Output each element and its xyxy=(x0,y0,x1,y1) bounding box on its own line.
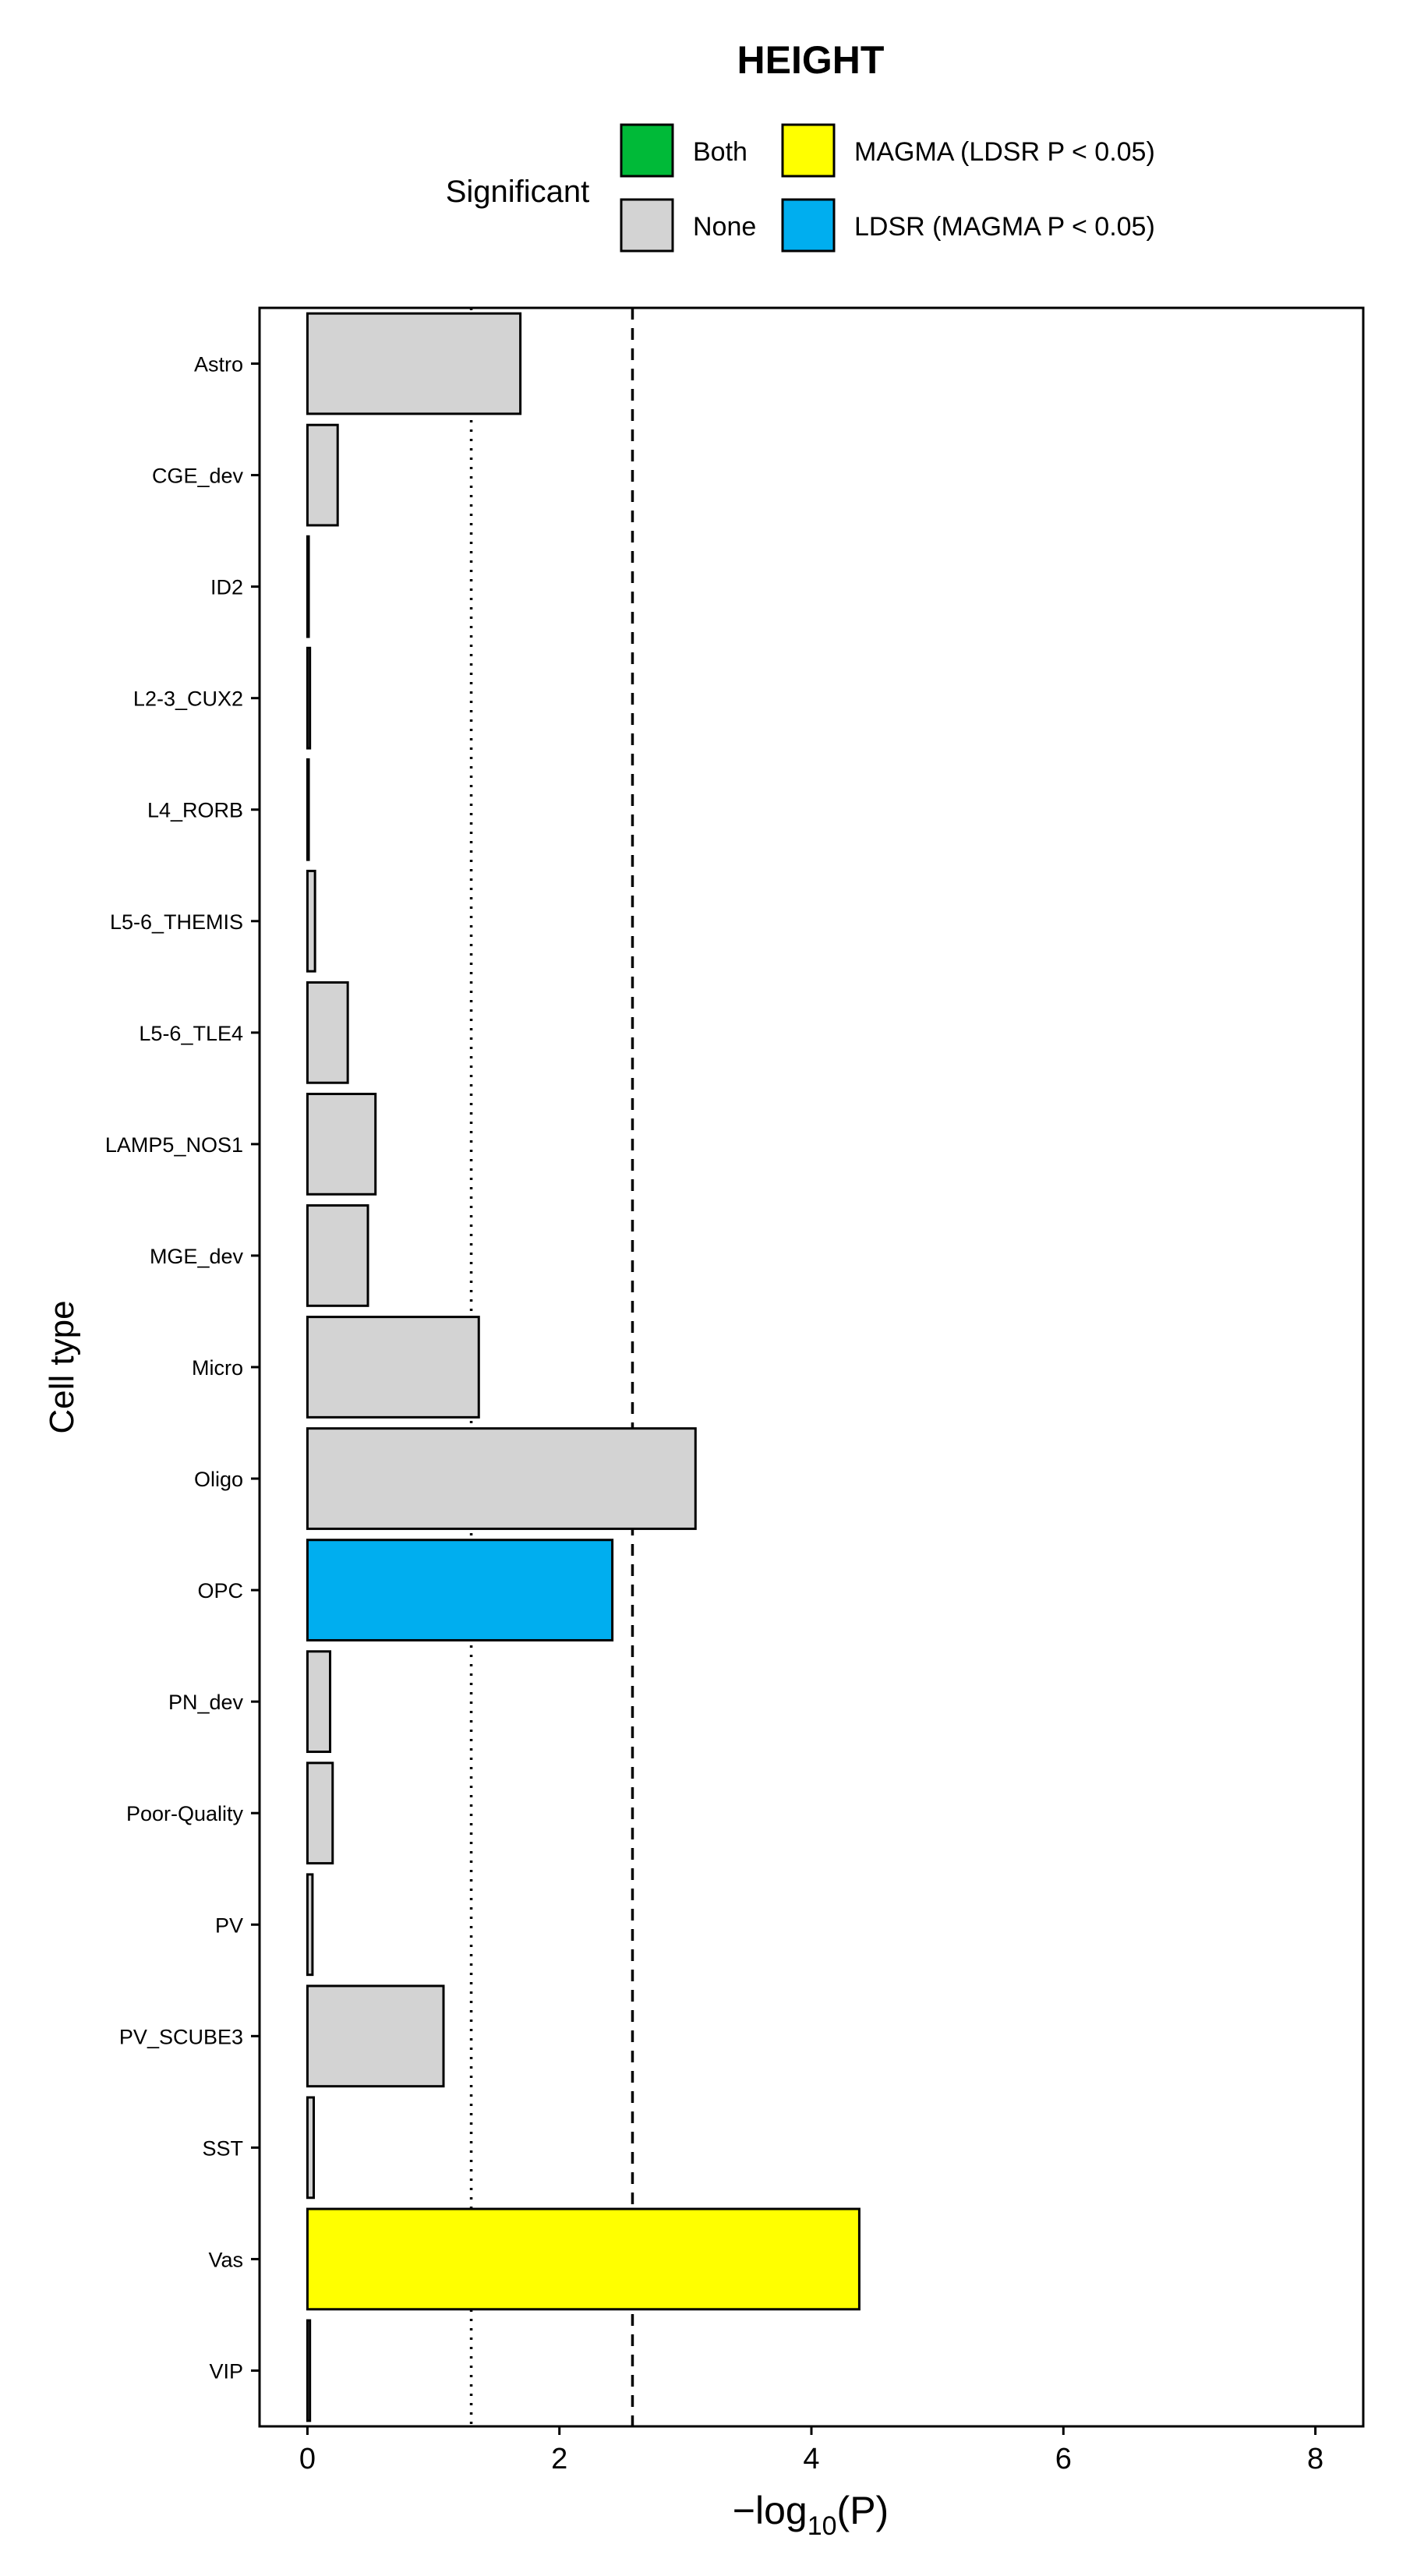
y-tick-label: ID2 xyxy=(210,576,243,599)
reference-lines xyxy=(469,308,634,2426)
bar-Vas xyxy=(306,2207,861,2311)
y-tick-label: CGE_dev xyxy=(152,465,244,488)
legend-label: Both xyxy=(693,137,747,167)
x-tick-label: 8 xyxy=(1307,2443,1323,2475)
y-tick-label: VIP xyxy=(209,2359,243,2383)
legend-swatch xyxy=(620,198,674,253)
bar-L2-3_CUX2 xyxy=(306,646,312,750)
y-axis-label: Cell type xyxy=(43,1300,81,1433)
y-tick-label: PV_SCUBE3 xyxy=(119,2025,243,2048)
x-axis-label-main: −log xyxy=(733,2489,808,2532)
legend-label: MAGMA (LDSR P < 0.05) xyxy=(854,137,1155,167)
x-tick-label: 0 xyxy=(299,2443,316,2475)
bar-L5-6_TLE4 xyxy=(306,981,349,1084)
bar-LAMP5_NOS1 xyxy=(306,1093,377,1196)
bar-OPC xyxy=(306,1539,614,1641)
y-tick-label: Astro xyxy=(194,353,243,376)
bar-SST xyxy=(306,2096,316,2200)
y-tick-label: PV xyxy=(215,1913,243,1937)
bar-PV xyxy=(306,1873,314,1977)
bar-PV_SCUBE3 xyxy=(306,1984,445,2088)
y-axis: Astro CGE_dev ID2 L2-3_CUX2 L4_RORB L5-6_THEM… xyxy=(105,353,260,2383)
legend-swatch xyxy=(620,123,674,178)
bar-ID2 xyxy=(306,535,310,638)
y-tick-label: SST xyxy=(202,2136,243,2160)
legend-title: Significant xyxy=(446,175,590,209)
bar-Oligo xyxy=(306,1427,697,1530)
x-axis-label: −log10(P) xyxy=(733,2489,889,2541)
y-tick-label: OPC xyxy=(197,1579,243,1602)
legend: Both None MAGMA (LDSR P < 0.05) LDSR (MAGMA… xyxy=(620,123,1155,253)
x-tick-label: 4 xyxy=(803,2443,819,2475)
legend-swatch xyxy=(781,123,836,178)
x-axis-label-tail: (P) xyxy=(837,2489,889,2532)
x-tick-label: 2 xyxy=(551,2443,567,2475)
x-tick-label: 6 xyxy=(1055,2443,1072,2475)
bar-PN_dev xyxy=(306,1650,332,1754)
bar-CGE_dev xyxy=(306,423,339,527)
y-tick-label: MGE_dev xyxy=(150,1245,244,1268)
bar-Micro xyxy=(306,1316,480,1419)
y-tick-label: L4_RORB xyxy=(147,799,243,822)
bar-L5-6_THEMIS xyxy=(306,869,316,973)
x-axis: 0 2 4 6 8 xyxy=(299,2426,1323,2475)
y-tick-label: Micro xyxy=(192,1356,243,1380)
y-tick-label: Oligo xyxy=(194,1468,243,1491)
y-tick-label: L5-6_THEMIS xyxy=(110,910,243,934)
bars xyxy=(306,312,861,2422)
y-tick-label: L5-6_TLE4 xyxy=(139,1022,243,1045)
legend-label: LDSR (MAGMA P < 0.05) xyxy=(854,212,1155,242)
legend-label: None xyxy=(693,212,756,242)
x-axis-label-subscript: 10 xyxy=(808,2511,837,2541)
bar-Astro xyxy=(306,312,522,415)
legend-swatch xyxy=(781,198,836,253)
y-tick-label: L2-3_CUX2 xyxy=(133,687,243,711)
bar-VIP xyxy=(306,2319,312,2422)
y-tick-label: Vas xyxy=(208,2248,243,2271)
chart-title: HEIGHT xyxy=(737,38,885,82)
y-tick-label: Poor-Quality xyxy=(126,1802,244,1825)
y-tick-label: LAMP5_NOS1 xyxy=(105,1133,243,1157)
bar-MGE_dev xyxy=(306,1204,369,1307)
y-tick-label: PN_dev xyxy=(168,1691,244,1714)
bar-L4_RORB xyxy=(306,758,310,861)
bar-Poor-Quality xyxy=(306,1762,334,1865)
